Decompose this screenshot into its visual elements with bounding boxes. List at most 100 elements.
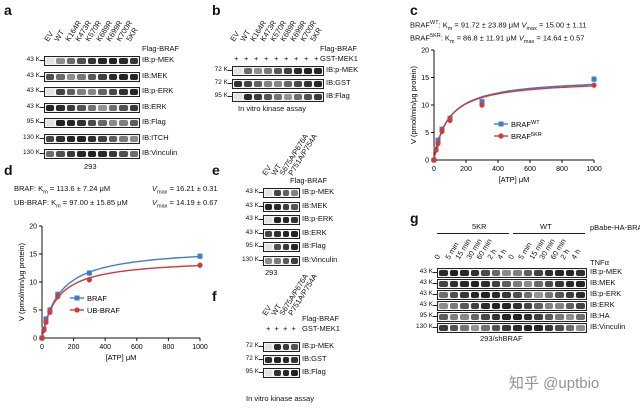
panel-c-stat-line-part: = 15.00 ± 1.11 [536,20,587,30]
panel-c-y-tick-label: 0 [425,158,429,165]
panel-e-band [265,190,272,196]
panel-a-band [46,120,55,126]
panel-a-band [98,120,107,126]
panel-a-band [98,104,107,111]
panel-g-band [513,325,522,331]
panel-d-y-tick-label: 5 [33,308,37,315]
panel-a-band [56,151,65,157]
panel-e-band [282,217,290,223]
panel-g-band [491,314,501,320]
panel-g-band [449,314,459,320]
panel-g-band [470,303,480,309]
panel-b-band [304,81,312,87]
panel-a-band [108,151,118,157]
panel-d-vmax-line: Vmax = 14.19 ± 0.67 [152,198,218,210]
panel-g-band [439,325,448,331]
panel-d-data-point [41,327,47,333]
panel-f-mw-label: 95 K [245,368,259,375]
panel-c-y-tick-label: 15 [421,75,429,82]
panel-g-band [523,292,533,298]
panel-d-data-point [197,253,203,259]
panel-e-mw-tick [259,219,263,220]
panel-g-band [544,281,554,287]
panel-c-data-point [479,102,485,108]
panel-d-x-tick-label: 200 [68,344,80,351]
panel-g-band [513,303,522,309]
panel-g-band [491,270,501,276]
panel-a-mw-label: 43 K [26,87,40,94]
panel-g-band [460,281,469,287]
panel-g-blot-strip [437,290,587,300]
panel-g-blot-name: IB:HA [590,311,610,320]
panel-a-mw-label: 130 K [23,133,40,141]
panel-a-band [98,58,107,64]
panel-g-band [481,292,490,298]
panel-f-sign: + [266,324,271,333]
panel-b-label: b [212,2,221,18]
panel-d-stat-line: BRAF: Km = 113.6 ± 7.24 μM [14,184,110,196]
panel-e-blot-strip [263,188,300,198]
panel-g-group-5kr: 5KR [472,222,487,231]
panel-g-band [555,281,564,287]
panel-b-band [274,68,282,74]
panel-c-y-tick-label: 10 [421,103,429,110]
panel-a-mw-label: 43 K [26,71,40,79]
panel-g-band [534,292,543,298]
panel-b-blot-strip [232,79,324,89]
panel-a-band [119,89,128,95]
panel-f-sign: + [274,324,279,333]
panel-b-sign: + [244,54,249,63]
panel-g-band [576,325,585,331]
panel-d-data-point [43,319,49,325]
panel-a-band [87,58,97,64]
panel-e-band [291,190,298,196]
panel-f-mw-tick [259,359,263,360]
panel-c-x-tick-label: 200 [460,166,472,173]
panel-b-mw-tick [228,83,232,84]
panel-b-band [274,94,282,100]
panel-b-mw-label: 95 K [214,92,228,99]
panel-e-mw-label: 43 K [245,228,259,236]
panel-f-mw-tick [259,372,263,373]
panel-a-band [46,58,55,64]
panel-b-band [294,94,302,100]
panel-g-band [439,281,448,287]
panel-d-vmax-line-part: V [152,184,158,193]
panel-g-band [534,270,543,276]
panel-d-stat-line-part: m [43,189,48,196]
panel-a-band [129,58,138,64]
panel-b-sign: + [284,54,289,63]
panel-b-row-name: GST-MEK1 [320,54,358,63]
panel-a-band [46,104,55,111]
panel-g-band [481,270,490,276]
panel-e-band [265,244,272,250]
panel-f-caption: In vitro kinase assay [246,394,314,403]
panel-g-band [481,325,490,331]
panel-a-band [87,104,97,111]
panel-e-blot-name: IB:p-MEK [302,187,335,196]
panel-g-band [555,325,564,331]
panel-f-band [291,344,298,350]
panel-d-data-point [197,262,203,268]
panel-a-mw-tick [40,122,44,123]
panel-g-band [470,281,480,287]
panel-g-band [523,281,533,287]
panel-a-band [56,89,65,95]
panel-g-band [502,292,511,298]
panel-g-blot-strip [437,323,587,333]
panel-c-stat-line-part: WT [430,20,439,26]
panel-d-data-point [39,335,45,341]
panel-d-stat-line-part: = 113.6 ± 7.24 μM [47,184,111,193]
panel-c-data-point [479,99,485,105]
panel-e-band [291,203,298,210]
panel-c-stat-line-part: V [521,20,527,30]
panel-g-blot-strip [437,279,587,289]
panel-e-band [291,230,298,237]
panel-g-band [470,292,480,298]
panel-g-band [576,270,585,276]
panel-e-band [282,190,290,196]
panel-d-data-point [47,309,53,315]
panel-b-band [304,94,312,100]
panel-e-mw-tick [259,246,263,247]
panel-a-band [46,89,55,95]
